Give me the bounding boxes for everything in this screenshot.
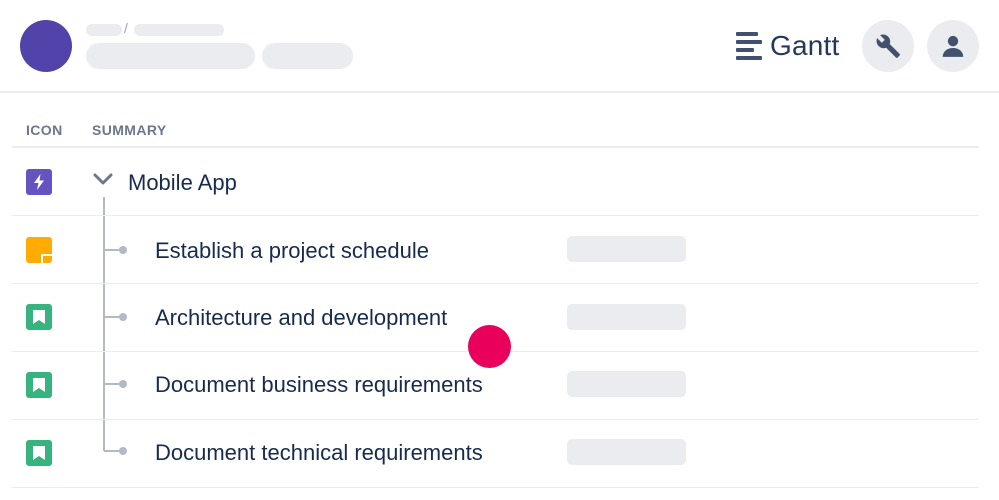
row-placeholder [567, 439, 686, 465]
title-tag-placeholder [262, 43, 353, 69]
task-icon [26, 237, 52, 263]
tree-branch-line [104, 450, 120, 452]
chevron-down-icon[interactable] [92, 172, 114, 188]
title-placeholder [86, 43, 255, 69]
row-placeholder [567, 236, 686, 262]
settings-button[interactable] [862, 20, 914, 72]
tree-branch-line [104, 316, 120, 318]
table-row[interactable]: Document technical requirements [12, 420, 979, 488]
story-bookmark-icon [26, 304, 52, 330]
user-icon [942, 35, 964, 57]
column-header-icon: ICON [26, 122, 63, 138]
tree-node-dot [119, 313, 127, 321]
click-cursor-indicator [468, 325, 511, 368]
epic-lightning-icon [26, 169, 52, 195]
app-header: / Gantt [0, 0, 999, 93]
table-row[interactable]: Document business requirements [12, 352, 979, 420]
project-avatar[interactable] [20, 20, 72, 72]
row-placeholder [567, 371, 686, 397]
tree-node-dot [119, 246, 127, 254]
tree-branch-line [104, 249, 120, 251]
tree-node-dot [119, 380, 127, 388]
row-summary: Document technical requirements [155, 440, 483, 465]
column-header-summary: SUMMARY [92, 122, 167, 138]
tree-node-dot [119, 447, 127, 455]
row-summary: Establish a project schedule [155, 238, 429, 263]
gantt-lines-icon [736, 30, 764, 62]
wrench-icon [876, 34, 900, 58]
breadcrumb-placeholder-1 [86, 24, 122, 36]
breadcrumb-placeholder-2 [134, 24, 224, 36]
table-row-parent[interactable]: Mobile App [12, 148, 979, 216]
profile-button[interactable] [927, 20, 979, 72]
gantt-brand[interactable]: Gantt [736, 30, 839, 62]
parent-summary: Mobile App [128, 170, 237, 195]
brand-label: Gantt [770, 30, 840, 61]
row-summary: Document business requirements [155, 372, 483, 397]
tree-connector-line [103, 197, 105, 451]
breadcrumb-separator: / [124, 20, 128, 36]
story-bookmark-icon [26, 372, 52, 398]
tree-branch-line [104, 383, 120, 385]
story-bookmark-icon [26, 440, 52, 466]
header-divider [12, 146, 979, 148]
row-placeholder [567, 304, 686, 330]
row-summary: Architecture and development [155, 305, 448, 330]
table-row[interactable]: Establish a project schedule [12, 216, 979, 284]
